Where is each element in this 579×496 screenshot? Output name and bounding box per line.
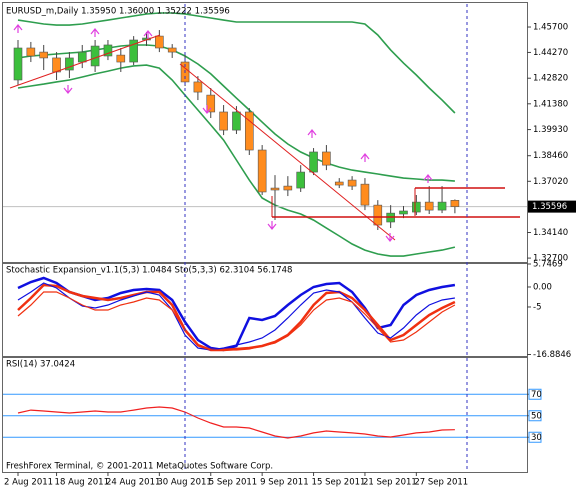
y-tick-label: -5 (533, 302, 541, 312)
candle-body (347, 179, 357, 187)
candle-body (26, 47, 36, 57)
stochastic-title: Stochastic Expansion_v1.1(5,3) 1.0484 St… (6, 266, 292, 276)
candle-body (77, 51, 87, 63)
stochastic-panel (2, 263, 528, 357)
level-box (528, 388, 542, 400)
series-line (17, 283, 456, 352)
candle-body (155, 35, 164, 49)
x-tick-label: 2 Aug 2011 (4, 478, 53, 488)
fractals (13, 24, 433, 242)
candle-body (257, 149, 267, 193)
candle-body (309, 151, 318, 173)
candle-body (206, 94, 216, 113)
x-tick-label: 5 Sep 2011 (209, 478, 257, 488)
y-tick-label: 1.44270 (533, 48, 568, 58)
x-tick-label: 9 Sep 2011 (260, 478, 308, 488)
candle-body (90, 45, 100, 67)
fractal-up (307, 129, 317, 138)
y-tick-label: 0.00 (533, 282, 552, 292)
candle-body (245, 111, 254, 151)
fractal-up (143, 30, 153, 39)
candle-body (13, 47, 23, 81)
series-line (17, 64, 456, 257)
candle-body (193, 81, 203, 93)
candle-body (424, 201, 434, 211)
series-line (17, 276, 456, 352)
candle-body (322, 151, 331, 166)
x-tick-label: 21 Sep 2011 (363, 478, 417, 488)
fractal-up (90, 28, 100, 37)
candle-body (270, 187, 280, 191)
rsi-panel (2, 357, 528, 473)
footer: FreshForex Terminal, © 2001-2011 MetaQuo… (6, 462, 273, 472)
x-tick-label: 27 Sep 2011 (414, 478, 468, 488)
fractal-up (13, 24, 23, 33)
y-tick-label: 1.45700 (533, 23, 568, 33)
series-line (17, 406, 455, 439)
y-tick-label: 1.37020 (533, 177, 568, 187)
trend-line (179, 63, 396, 241)
y-tick-label: 1.41380 (533, 99, 568, 109)
y-tick-label: 1.39930 (533, 125, 568, 135)
fractal-down (385, 233, 395, 242)
candle-body (232, 111, 241, 131)
candle-body (283, 185, 293, 191)
plot-layer: 1.45700 1.44270 1.42820 1.41380 1.39930 1.384… (3, 12, 576, 488)
candle-body (334, 181, 344, 186)
fractal-up (423, 174, 433, 183)
series-line (17, 282, 455, 351)
level-box (528, 410, 542, 422)
candle-body (116, 54, 126, 63)
current-price-box (528, 200, 576, 213)
level-box (528, 431, 542, 443)
candle-body (129, 39, 138, 63)
candle-body (437, 201, 447, 211)
x-tick-label: 30 Aug 2011 (157, 478, 211, 488)
main-title: EURUSD_m,Daily 1.35950 1.36000 1.35222 1… (6, 7, 230, 17)
series-line (17, 12, 456, 114)
current-price-label: 1.35596 (532, 202, 567, 212)
y-tick-label: 1.32700 (533, 254, 568, 264)
candle-body (296, 171, 306, 189)
y-tick-label: 50 (531, 411, 542, 421)
candle-body (219, 111, 228, 131)
candle-body (399, 210, 408, 215)
candle-body (65, 57, 74, 71)
candle-body (167, 47, 177, 53)
x-tick-label: 18 Aug 2011 (55, 478, 109, 488)
y-tick-label: 1.42820 (533, 74, 568, 84)
candle-body (360, 183, 370, 206)
y-tick-label: 1.38460 (533, 151, 568, 161)
x-tick-label: 15 Sep 2011 (312, 478, 366, 488)
candle-body (450, 200, 460, 207)
series-line (17, 291, 456, 351)
trend-line (9, 34, 161, 89)
drawings (9, 4, 520, 472)
y-tick-label: 30 (531, 433, 542, 443)
y-tick-label: 70 (531, 390, 542, 400)
rsi-title: RSI(14) 37.0424 (6, 360, 75, 370)
candle-body (412, 201, 421, 213)
candle-body (103, 44, 113, 57)
candle-body (373, 204, 383, 226)
candle-body (52, 57, 61, 73)
candle-body (39, 51, 49, 59)
fractal-up (360, 153, 370, 162)
fractal-down (63, 85, 73, 94)
y-tick-label: 1.34140 (533, 228, 568, 238)
y-tick-label: -16.8846 (533, 350, 571, 360)
main-panel (2, 2, 528, 263)
x-tick-label: 24 Aug 2011 (106, 478, 160, 488)
fractal-down (202, 105, 212, 114)
fractal-down (267, 221, 277, 230)
y-tick-label: 5.7469 (533, 260, 563, 270)
